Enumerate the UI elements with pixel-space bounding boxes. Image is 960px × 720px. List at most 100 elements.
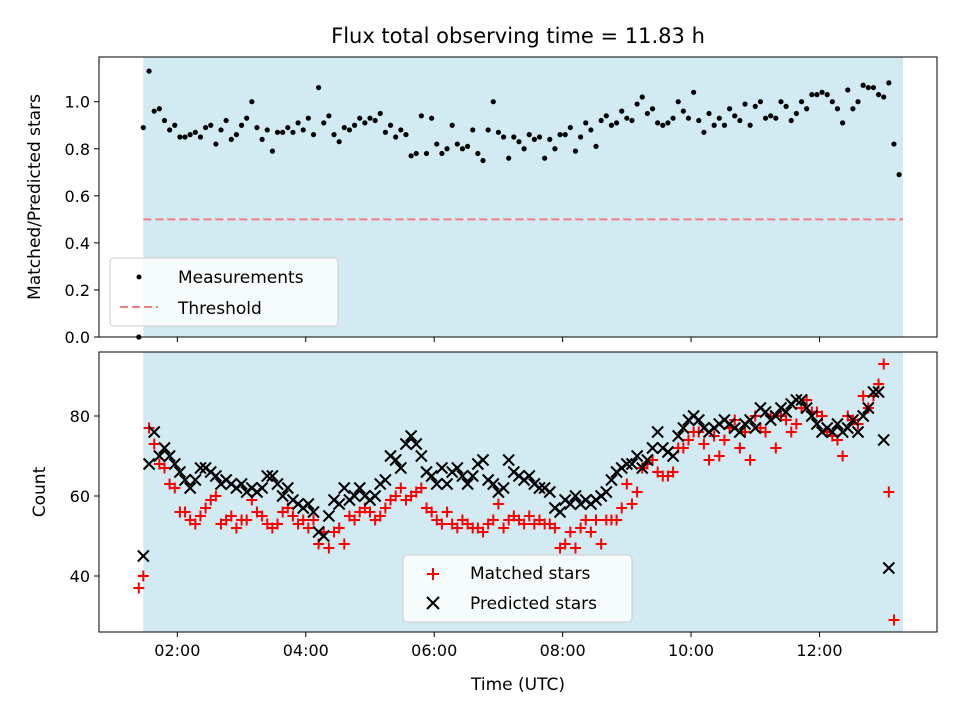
count-legend-box: [402, 554, 633, 623]
predicted-star-point: [564, 497, 577, 511]
predicted-star-point: [877, 433, 890, 447]
measurement-point: [891, 141, 897, 147]
predicted-star-point: [183, 481, 197, 495]
measurement-point: [177, 134, 183, 140]
predicted-star-point: [779, 405, 793, 419]
matched-star-point: [744, 454, 756, 466]
measurement-point: [167, 127, 173, 133]
measurement-point: [413, 150, 419, 157]
measurement-point: [567, 124, 573, 131]
measurement-point: [732, 113, 738, 119]
predicted-star-point: [625, 457, 639, 471]
predicted-star-point: [641, 453, 654, 467]
measurement-point: [274, 129, 281, 135]
measurement-point: [387, 122, 394, 128]
measurement-point: [870, 84, 877, 91]
measurement-point: [578, 134, 584, 140]
measurement-point: [511, 134, 517, 140]
measurement-point: [161, 117, 168, 124]
predicted-star-point: [281, 481, 294, 495]
chart-title: Flux total observing time = 11.83 h: [331, 24, 705, 48]
matched-star-point: [770, 442, 782, 454]
predicted-star-point: [173, 465, 187, 479]
matched-star-point: [667, 466, 679, 478]
matched-star-point: [169, 482, 181, 494]
measurement-point: [603, 113, 609, 119]
predicted-star-point: [800, 401, 813, 415]
measurement-point: [331, 132, 337, 138]
predicted-star-point: [261, 469, 274, 483]
measurement-point: [470, 127, 476, 133]
predicted-star-point: [368, 489, 382, 503]
matched-star-point: [575, 522, 587, 534]
matched-star-point: [415, 482, 427, 494]
measurement-point: [644, 110, 650, 117]
measurement-point: [244, 115, 250, 121]
measurement-point: [593, 143, 599, 150]
measurement-point: [434, 141, 440, 147]
matched-star-point: [785, 426, 797, 438]
measurement-point: [351, 122, 358, 128]
measurement-point: [408, 153, 414, 159]
matched-star-point: [682, 434, 694, 446]
predicted-star-point: [826, 425, 839, 439]
predicted-star-point: [435, 461, 449, 475]
measurement-point: [362, 120, 368, 126]
predicted-star-point: [456, 469, 469, 483]
count-ytick-label: 40: [70, 567, 90, 586]
measurement-point: [824, 92, 830, 98]
matched-star-point: [647, 454, 659, 466]
predicted-star-point: [307, 505, 320, 519]
matched-star-point: [272, 518, 284, 530]
predicted-star-point: [338, 481, 351, 495]
ratio-ytick-label: 0.6: [65, 187, 90, 206]
predicted-star-point: [677, 421, 690, 435]
matched-star-point: [333, 522, 345, 534]
measurement-point: [809, 92, 815, 98]
measurement-point: [485, 127, 491, 133]
legend-matched-label: Matched stars: [470, 564, 590, 584]
ratio-ytick-label: 0.2: [65, 281, 90, 300]
matched-star-point: [441, 506, 453, 518]
matched-star-point: [230, 522, 242, 534]
measurement-point: [711, 122, 717, 128]
predicted-star-point: [332, 497, 346, 511]
predicted-star-point: [178, 473, 192, 487]
matched-star-point: [518, 518, 530, 530]
matched-star-point: [395, 482, 407, 494]
matched-star-point: [323, 542, 335, 554]
matched-star-point: [790, 418, 802, 430]
matched-star-point: [549, 522, 561, 534]
matched-star-point: [426, 506, 438, 518]
matched-star-point: [585, 526, 597, 538]
matched-star-point: [580, 514, 592, 526]
predicted-star-point: [399, 437, 413, 451]
predicted-star-point: [189, 473, 202, 487]
legend-predicted-label: Predicted stars: [470, 594, 597, 614]
measurement-point: [521, 146, 527, 152]
measurement-point: [357, 115, 363, 121]
measurement-point: [146, 68, 152, 74]
matched-star-point: [487, 514, 499, 526]
count-xtick-label: 12:00: [796, 641, 842, 660]
measurement-point: [238, 122, 245, 128]
measurement-point: [865, 84, 871, 91]
measurement-point: [156, 106, 162, 112]
measurement-point: [716, 115, 722, 121]
measurement-point: [264, 127, 270, 133]
ratio-ticks: 0.0 0.2 0.4 0.6 0.8 1.0: [65, 93, 820, 347]
measurement-point: [572, 148, 579, 154]
measurement-point: [449, 122, 455, 128]
predicted-star-point: [476, 453, 490, 467]
matched-star-point: [595, 538, 607, 550]
matched-star-point: [677, 442, 689, 454]
measurement-point: [316, 84, 322, 91]
measurement-point: [726, 106, 733, 112]
predicted-star-point: [394, 461, 408, 475]
measurement-point: [542, 155, 548, 161]
predicted-star-point: [856, 409, 870, 423]
predicted-star-point: [805, 409, 818, 423]
measurement-point: [341, 124, 347, 131]
measurement-point: [495, 129, 502, 135]
measurement-point: [665, 120, 671, 126]
